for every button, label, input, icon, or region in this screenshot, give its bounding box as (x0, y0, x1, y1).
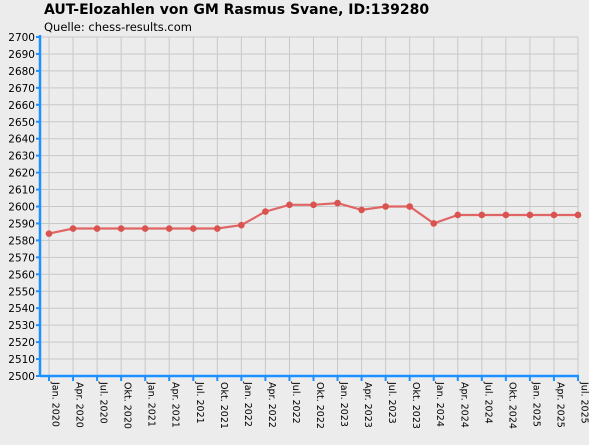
data-point (502, 211, 510, 219)
data-point (550, 211, 558, 219)
data-point (117, 225, 125, 232)
data-point (45, 230, 53, 237)
y-tick-label: 2650 (8, 117, 35, 129)
x-tick-label: Okt. 2021 (218, 382, 229, 429)
y-tick-label: 2630 (8, 151, 35, 163)
x-tick-label: Jul. 2020 (98, 381, 109, 424)
chart-title: AUT-Elozahlen von GM Rasmus Svane, ID:13… (44, 2, 430, 18)
x-tick-label: Apr. 2025 (554, 382, 565, 428)
y-tick-label: 2530 (8, 320, 35, 332)
data-point (262, 208, 269, 215)
x-tick-label: Jan. 2023 (338, 381, 349, 427)
y-tick-label: 2590 (8, 218, 35, 230)
y-tick-label: 2570 (8, 252, 35, 264)
x-tick-label: Jan. 2025 (530, 381, 541, 427)
x-tick-label: Jul. 2023 (386, 381, 397, 424)
data-point (430, 220, 438, 227)
y-tick-label: 2680 (8, 66, 35, 78)
x-tick-label: Jul. 2022 (290, 381, 301, 424)
y-tick-label: 2660 (8, 100, 35, 112)
x-tick-label: Apr. 2023 (362, 382, 373, 428)
data-point (238, 221, 245, 229)
x-tick-label: Okt. 2024 (506, 382, 517, 429)
grid-lines (40, 36, 579, 377)
data-point (358, 206, 365, 214)
x-tick-label: Apr. 2020 (74, 382, 85, 428)
x-tick-label: Okt. 2023 (410, 382, 421, 429)
y-tick-label: 2550 (8, 286, 35, 298)
data-point (214, 225, 221, 232)
x-axis: Jan. 2020 Apr. 2020 Jul. 2020 Okt. 2020 Jan.… (40, 374, 589, 429)
chart-subtitle: Quelle: chess-results.com (44, 20, 192, 34)
x-tick-label: Jan. 2022 (242, 381, 253, 427)
x-tick-label: Apr. 2024 (458, 382, 469, 428)
data-point (165, 225, 173, 232)
data-point (406, 203, 413, 210)
y-tick-label: 2690 (8, 49, 35, 61)
x-tick-label: Jul. 2021 (194, 381, 205, 424)
y-tick-label: 2520 (8, 337, 35, 349)
x-tick-label: Jul. 2024 (482, 381, 493, 424)
x-tick-label: Jan. 2024 (434, 381, 445, 427)
data-point (286, 201, 293, 209)
y-tick-label: 2560 (8, 269, 35, 281)
data-point (93, 225, 101, 232)
data-point (454, 211, 462, 219)
y-tick-label: 2540 (8, 303, 35, 315)
x-tick-label: Jan. 2021 (146, 381, 157, 427)
data-point (382, 203, 389, 210)
y-tick-label: 2580 (8, 235, 35, 247)
y-tick-label: 2670 (8, 83, 35, 95)
x-tick-label: Apr. 2021 (170, 382, 181, 428)
data-point (310, 201, 317, 209)
y-tick-label: 2700 (8, 32, 35, 44)
series-group (45, 199, 582, 237)
y-tick-label: 2600 (8, 202, 35, 214)
x-tick-label: Okt. 2020 (122, 382, 133, 429)
data-point (526, 211, 534, 219)
data-point (478, 211, 486, 219)
data-point (189, 225, 197, 232)
x-tick-label: Apr. 2022 (266, 382, 277, 428)
y-tick-label: 2620 (8, 168, 35, 180)
y-tick-label: 2640 (8, 134, 35, 146)
data-point (334, 199, 341, 207)
data-point (141, 225, 149, 232)
y-tick-label: 2510 (8, 354, 35, 366)
data-point (574, 211, 582, 219)
x-tick-label: Jan. 2020 (50, 381, 61, 427)
y-axis: 2500 2510 2520 2530 2540 2550 2560 2570 2580 2590… (8, 32, 42, 383)
y-tick-label: 2500 (8, 371, 35, 383)
y-tick-label: 2610 (8, 185, 35, 197)
x-tick-label: Okt. 2022 (314, 382, 325, 429)
data-point (69, 225, 77, 232)
x-tick-label: Jul. 2025 (579, 381, 589, 424)
